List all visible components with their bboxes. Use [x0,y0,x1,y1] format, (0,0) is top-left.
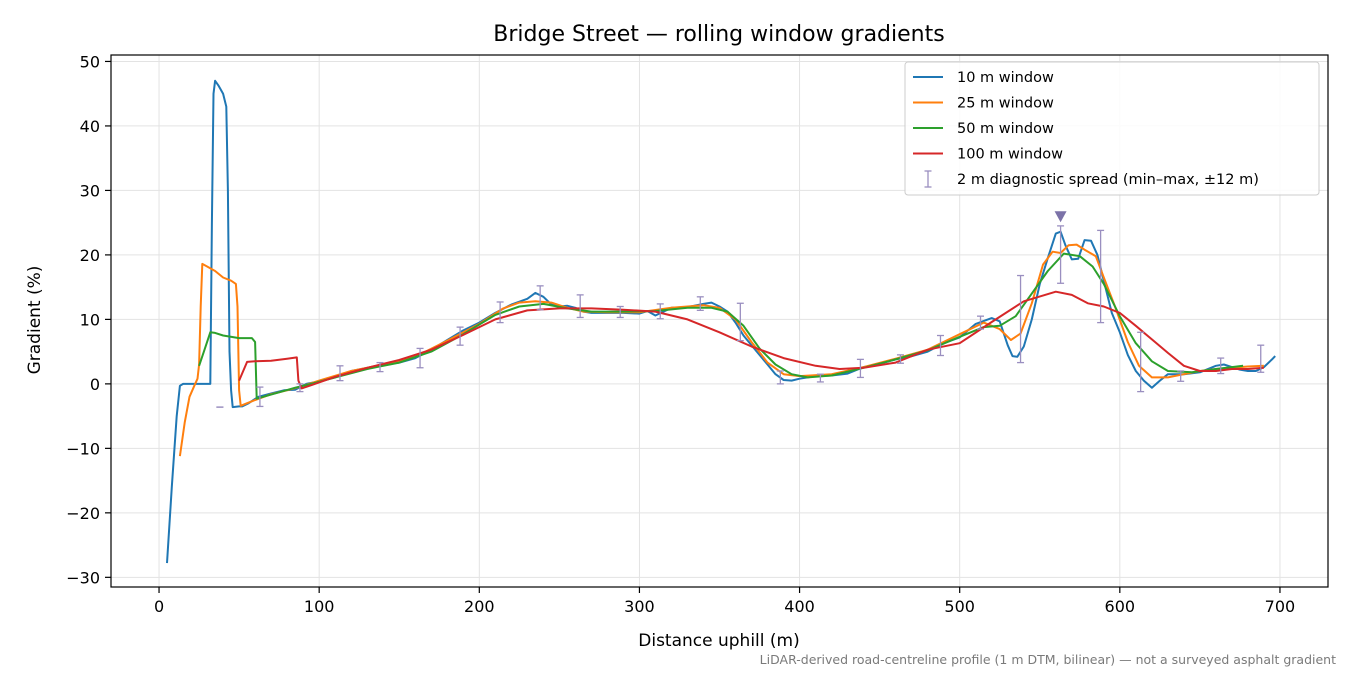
legend-label: 50 m window [957,121,1054,137]
x-tick-label: 300 [624,597,655,616]
axes: 0 100 200 300 400 500 600 700 −30 −20 −10 0 10 20 30 40… [66,52,1329,616]
plot-series-group [166,79,1276,564]
axes-frame [110,54,1329,588]
series-line-2 [178,243,1264,457]
y-tick-label: 20 [80,246,100,265]
y-tick-label: 40 [80,117,100,136]
legend: 10 m window 25 m window 50 m window 100 m w… [904,61,1320,196]
chart-title: Bridge Street — rolling window gradients [493,22,944,47]
plot-area [166,79,1276,564]
legend-label: 2 m diagnostic spread (min–max, ±12 m) [957,172,1259,188]
x-axis-label: Distance uphill (m) [638,631,799,651]
y-tick-label: 0 [90,375,100,394]
y-tick-label: 30 [80,181,100,200]
x-tick-label: 100 [304,597,335,616]
x-tick-label: 0 [154,597,164,616]
x-tick-label: 700 [1265,597,1296,616]
error-bar-series [216,225,1265,408]
y-tick-label: −10 [66,439,100,458]
y-tick-label: 50 [80,52,100,71]
legend-box [904,61,1320,196]
y-tick-label: −20 [66,504,100,523]
legend-label: 25 m window [957,96,1054,112]
legend-label: 10 m window [957,70,1054,86]
x-tick-label: 400 [784,597,815,616]
peak-marker [1054,211,1067,223]
series-line-3 [198,252,1244,400]
legend-label: 100 m window [957,147,1063,163]
y-tick-label: 10 [80,310,100,329]
x-tick-label: 200 [464,597,495,616]
y-tick-label: −30 [66,568,100,587]
x-tick-label: 600 [1105,597,1136,616]
footnote: LiDAR-derived road-centreline profile (1… [760,652,1336,667]
x-tick-label: 500 [944,597,975,616]
y-axis-label: Gradient (%) [25,266,45,375]
